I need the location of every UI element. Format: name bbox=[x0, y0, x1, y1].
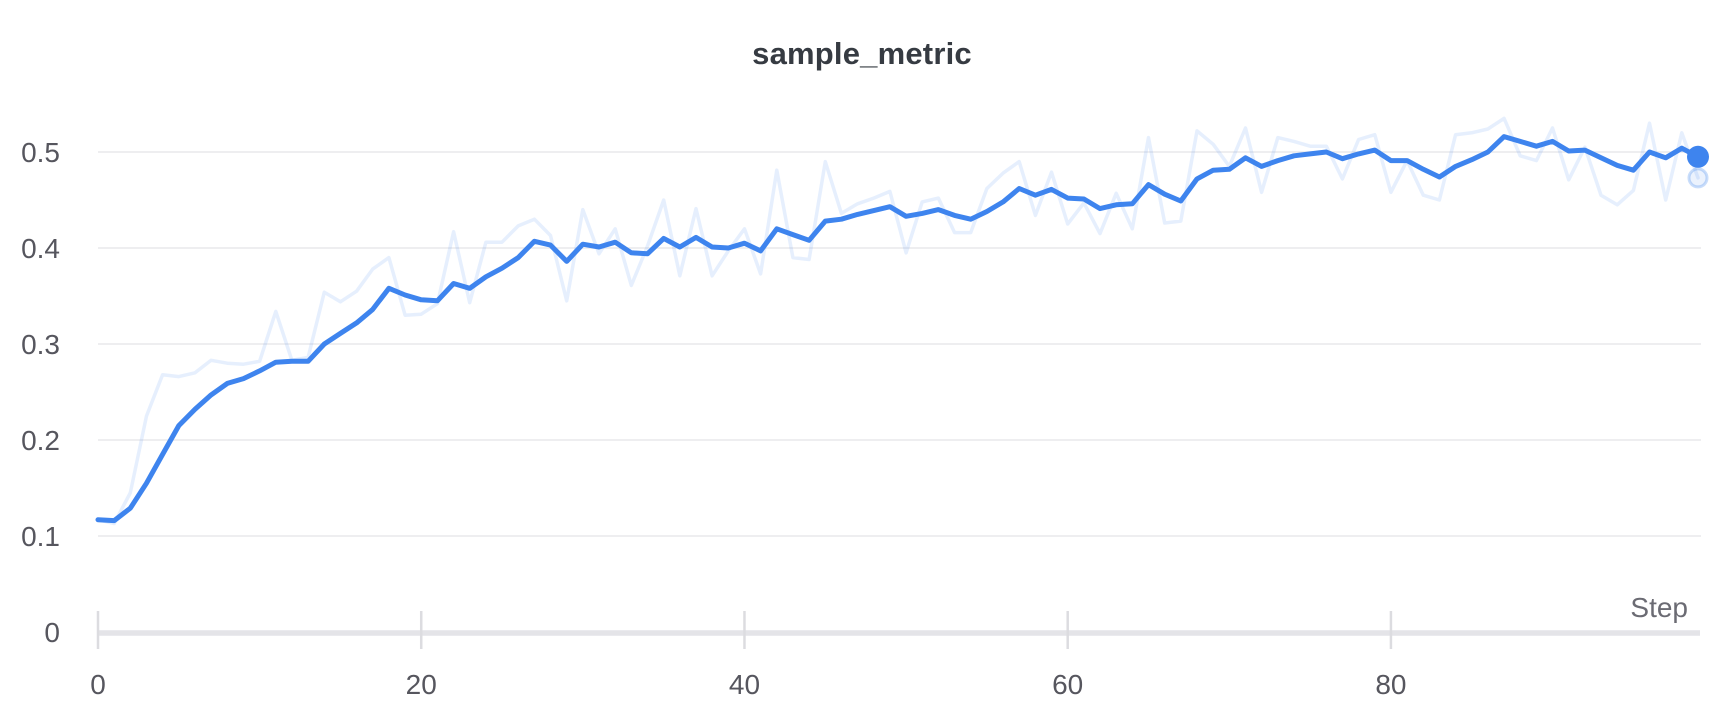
x-tick-label-60: 60 bbox=[1052, 669, 1083, 700]
y-tick-label-0: 0 bbox=[44, 617, 60, 648]
y-tick-label-0.3: 0.3 bbox=[21, 329, 60, 360]
smoothed-metric-line bbox=[95, 134, 1701, 524]
raw-metric-line bbox=[96, 116, 1700, 526]
x-tick-label-20: 20 bbox=[406, 669, 437, 700]
y-tick-label-0.1: 0.1 bbox=[21, 521, 60, 552]
chart-title: sample_metric bbox=[752, 36, 972, 71]
raw-endpoint-ghost-dot bbox=[1687, 167, 1709, 189]
smoothed-endpoint-dot[interactable] bbox=[1687, 145, 1709, 168]
x-tick-label-80: 80 bbox=[1375, 669, 1406, 700]
x-tick-label-0: 0 bbox=[90, 669, 106, 700]
x-axis-baseline bbox=[98, 630, 1700, 636]
x-tick-label-40: 40 bbox=[729, 669, 760, 700]
y-tick-label-0.5: 0.5 bbox=[21, 137, 60, 168]
y-tick-label-0.4: 0.4 bbox=[21, 233, 60, 264]
x-axis-label: Step bbox=[1630, 592, 1688, 623]
y-tick-label-0.2: 0.2 bbox=[21, 425, 60, 456]
